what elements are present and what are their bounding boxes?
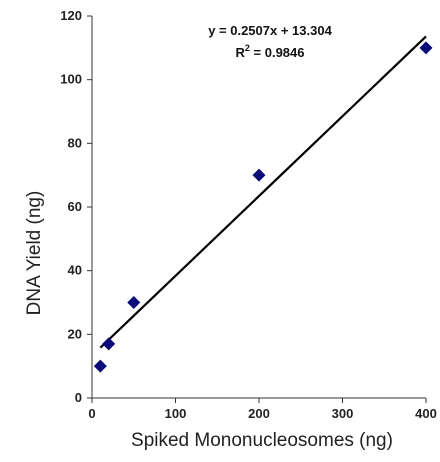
- x-axis-title: Spiked Mononucleosomes (ng): [131, 430, 393, 451]
- r-squared-label: R2 = 0.9846: [236, 43, 305, 60]
- x-tick-label: 300: [332, 406, 354, 421]
- y-axis-ticks: 0 20 40 60 80 100 120: [60, 8, 92, 405]
- data-point: [252, 168, 266, 182]
- y-tick-label: 100: [60, 72, 82, 87]
- x-axis-ticks: 0 100 200 300 400: [88, 398, 437, 421]
- y-tick-label: 0: [75, 390, 82, 405]
- trendline-equation: y = 0.2507x + 13.304: [208, 23, 332, 38]
- data-point: [93, 359, 107, 373]
- r-squared-r: R: [236, 45, 246, 60]
- y-tick-label: 120: [60, 8, 82, 23]
- x-tick-label: 0: [88, 406, 95, 421]
- x-tick-label: 200: [248, 406, 270, 421]
- x-tick-label: 400: [415, 406, 437, 421]
- data-points: [93, 41, 433, 373]
- r-squared-value: = 0.9846: [250, 45, 305, 60]
- y-tick-label: 40: [68, 263, 82, 278]
- trendline: [99, 35, 427, 349]
- data-point: [102, 337, 116, 351]
- y-tick-label: 80: [68, 135, 82, 150]
- r-squared-superscript: 2: [245, 43, 250, 53]
- y-tick-label: 60: [68, 199, 82, 214]
- x-tick-label: 100: [165, 406, 187, 421]
- y-tick-label: 20: [68, 326, 82, 341]
- data-point: [419, 41, 433, 55]
- data-point: [127, 296, 141, 309]
- y-axis-title: DNA Yield (ng): [24, 191, 45, 316]
